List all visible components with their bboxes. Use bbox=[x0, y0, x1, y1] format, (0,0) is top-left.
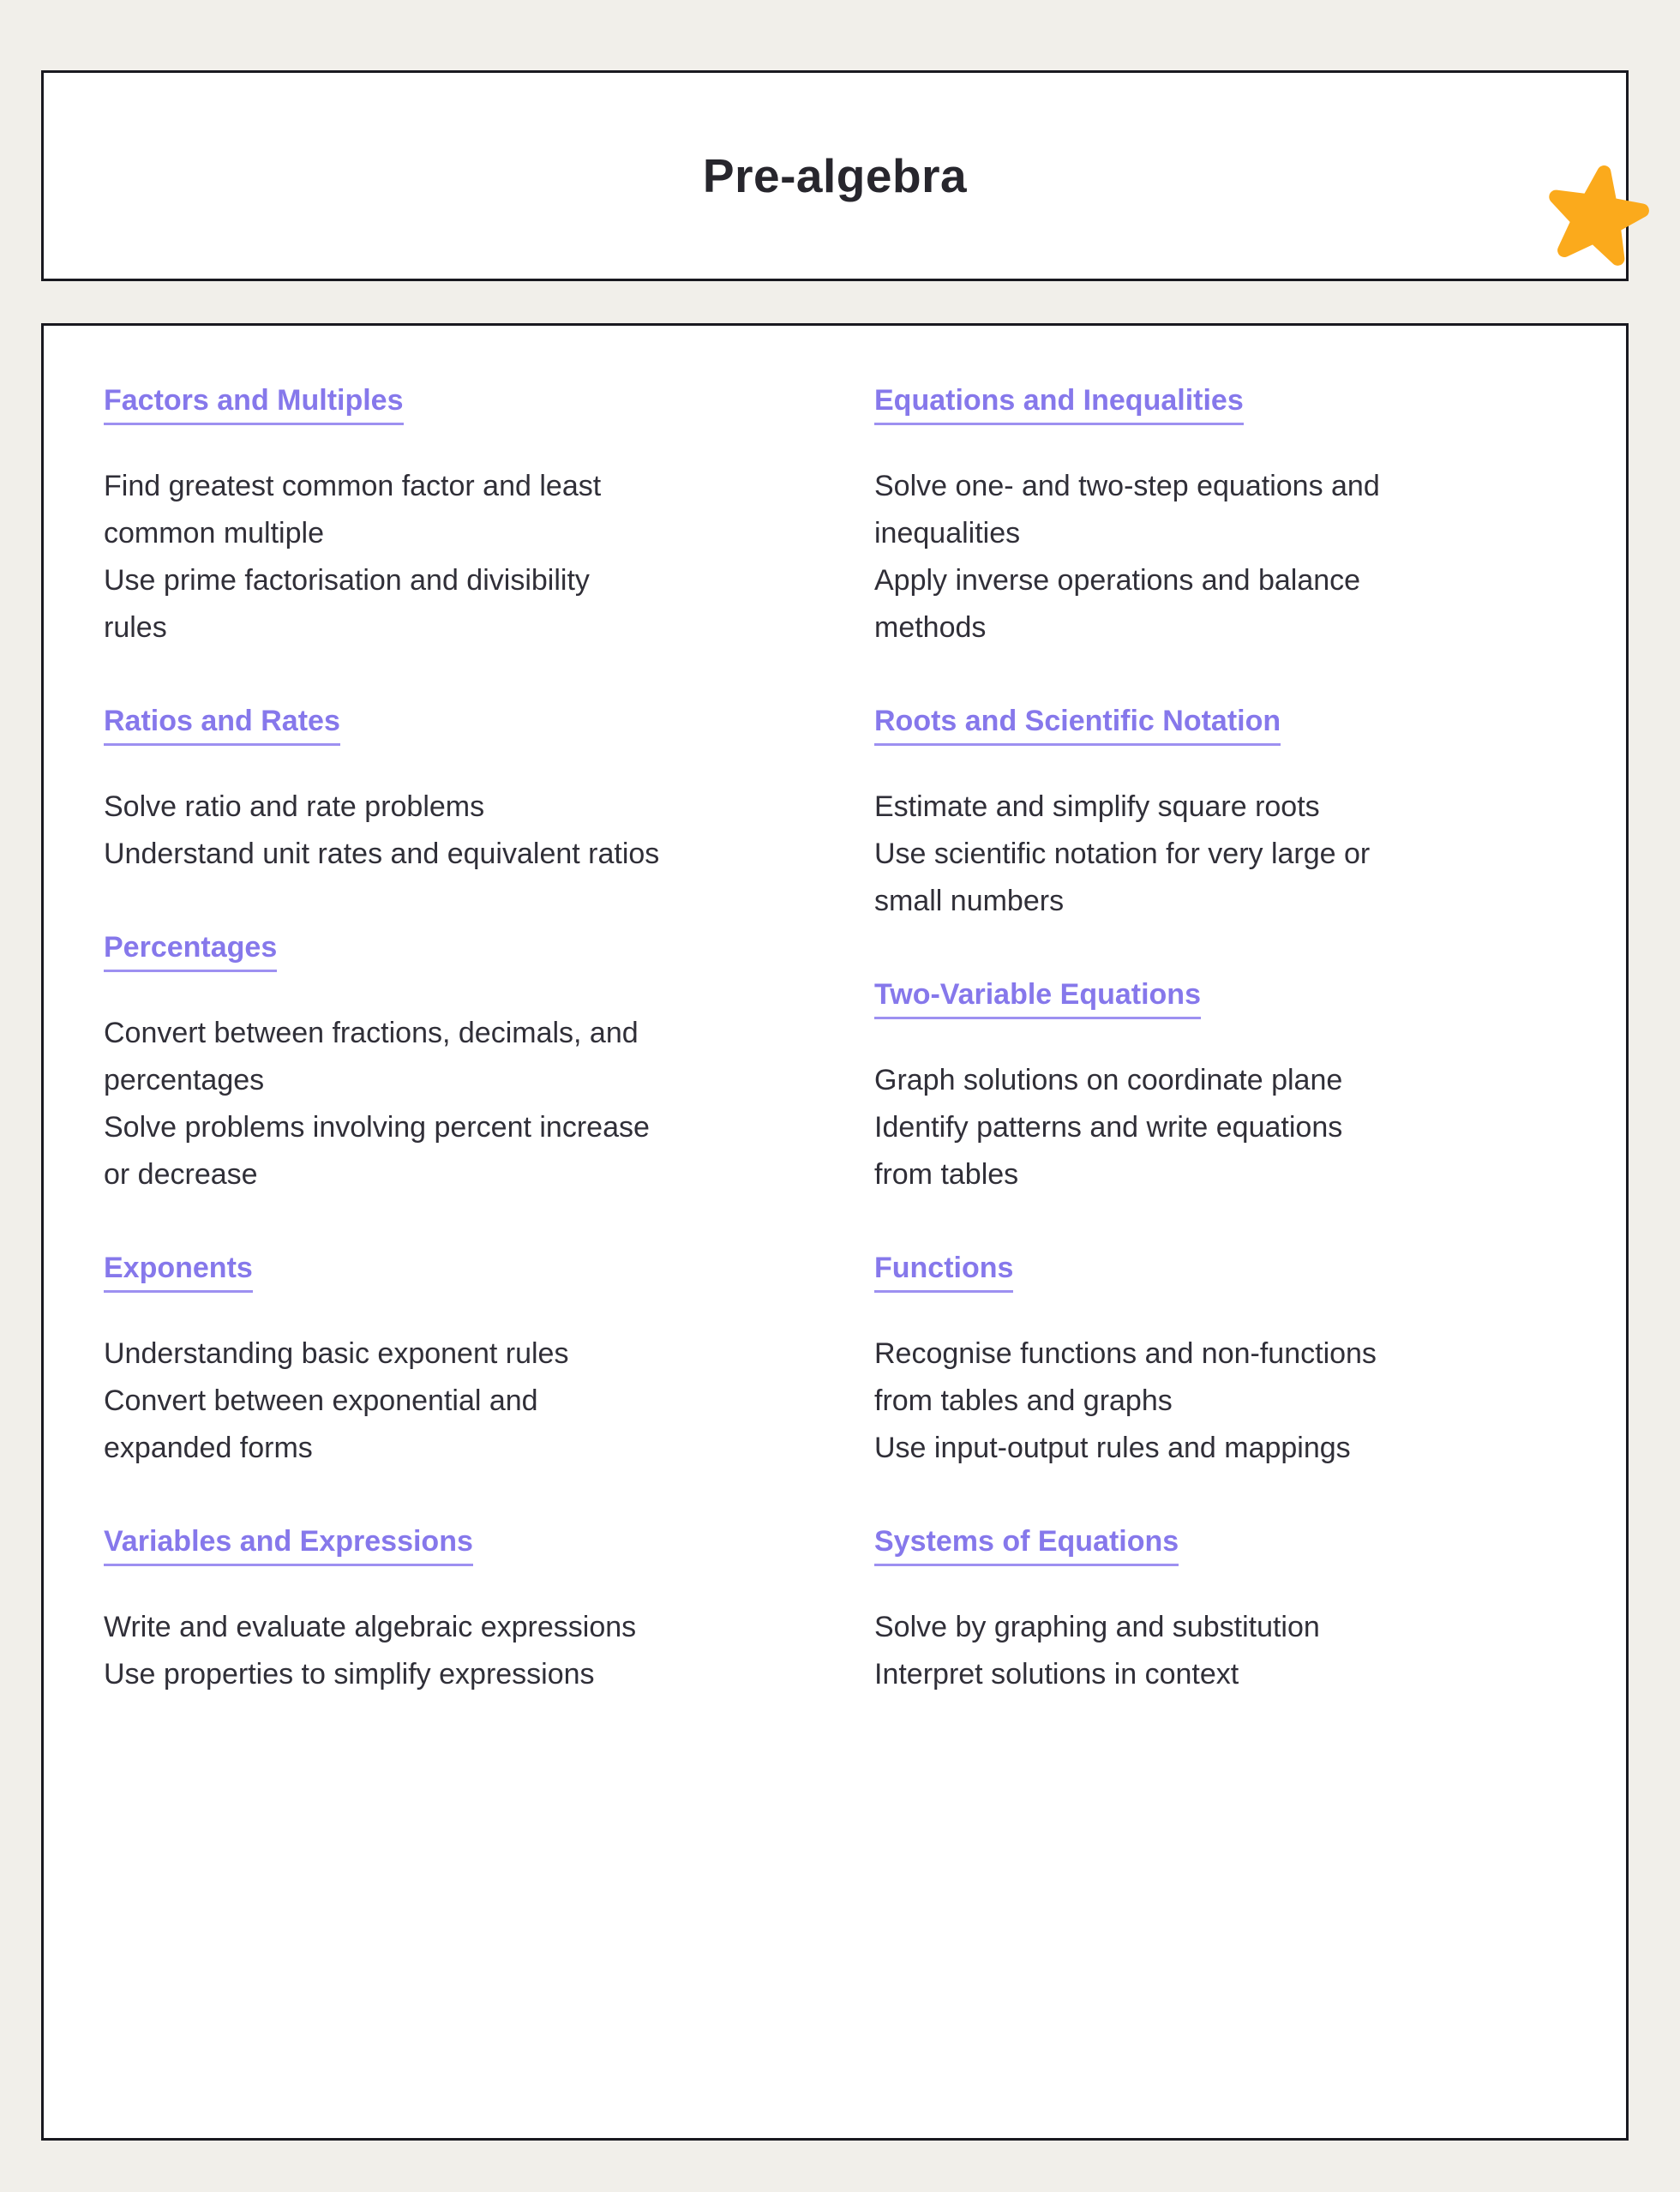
topic-section: Two-Variable Equations Graph solutions on… bbox=[874, 978, 1566, 1198]
topic-detail-line: Find greatest common factor and least bbox=[104, 470, 602, 502]
topic-section: Variables and Expressions Write and evalu… bbox=[104, 1525, 795, 1698]
topic-detail-line: or decrease bbox=[104, 1158, 258, 1191]
topic-section: Ratios and Rates Solve ratio and rate pro… bbox=[104, 705, 795, 878]
topic-detail-line: inequalities bbox=[874, 517, 1021, 550]
topic-detail-line: Estimate and simplify square roots bbox=[874, 790, 1320, 823]
page-title: Pre-algebra bbox=[702, 149, 968, 202]
topic-section: Equations and Inequalities Solve one- and… bbox=[874, 384, 1566, 652]
topics-column-right: Equations and Inequalities Solve one- and… bbox=[874, 384, 1566, 1751]
topic-heading-link[interactable]: Exponents bbox=[104, 1252, 253, 1293]
topic-detail-line: methods bbox=[874, 611, 987, 644]
topic-detail-line: from tables bbox=[874, 1158, 1019, 1191]
topic-detail-line: Use properties to simplify expressions bbox=[104, 1658, 595, 1691]
topic-heading-link[interactable]: Variables and Expressions bbox=[104, 1525, 473, 1566]
topic-detail-line: common multiple bbox=[104, 517, 324, 550]
topic-detail-line: Graph solutions on coordinate plane bbox=[874, 1064, 1343, 1096]
topic-detail-line: Use scientific notation for very large o… bbox=[874, 838, 1371, 870]
topic-detail-line: small numbers bbox=[874, 885, 1065, 917]
topic-detail-line: from tables and graphs bbox=[874, 1384, 1173, 1417]
topic-section: Factors and Multiples Find greatest commo… bbox=[104, 384, 795, 652]
topic-detail-line: Recognise functions and non-functions bbox=[874, 1337, 1377, 1370]
star-icon bbox=[1539, 159, 1654, 277]
topic-detail-line: Apply inverse operations and balance bbox=[874, 564, 1361, 597]
topic-section: Functions Recognise functions and non-fun… bbox=[874, 1252, 1566, 1472]
topic-heading-link[interactable]: Equations and Inequalities bbox=[874, 384, 1244, 425]
topics-column-left: Factors and Multiples Find greatest commo… bbox=[104, 384, 795, 1751]
content-card: Factors and Multiples Find greatest commo… bbox=[41, 323, 1629, 2141]
topic-section: Systems of Equations Solve by graphing an… bbox=[874, 1525, 1566, 1698]
topic-section: Exponents Understanding basic exponent ru… bbox=[104, 1252, 795, 1472]
topic-heading-link[interactable]: Factors and Multiples bbox=[104, 384, 404, 425]
topic-detail-line: Convert between fractions, decimals, and bbox=[104, 1017, 639, 1049]
topic-heading-link[interactable]: Systems of Equations bbox=[874, 1525, 1179, 1566]
topic-detail-line: Convert between exponential and bbox=[104, 1384, 538, 1417]
topic-detail-line: Interpret solutions in context bbox=[874, 1658, 1239, 1691]
topic-detail-line: Understand unit rates and equivalent rat… bbox=[104, 838, 660, 870]
topic-detail-line: rules bbox=[104, 611, 167, 644]
topic-heading-link[interactable]: Roots and Scientific Notation bbox=[874, 705, 1281, 746]
topic-detail-line: Solve problems involving percent increas… bbox=[104, 1111, 650, 1144]
topic-detail-line: Solve one- and two-step equations and bbox=[874, 470, 1380, 502]
topic-detail-line: Solve ratio and rate problems bbox=[104, 790, 485, 823]
topic-detail-line: percentages bbox=[104, 1064, 265, 1096]
topic-detail-line: Use prime factorisation and divisibility bbox=[104, 564, 590, 597]
topic-section: Percentages Convert between fractions, de… bbox=[104, 931, 795, 1198]
topic-detail-line: Solve by graphing and substitution bbox=[874, 1611, 1320, 1643]
topic-heading-link[interactable]: Two-Variable Equations bbox=[874, 978, 1201, 1019]
topic-detail-line: Write and evaluate algebraic expressions bbox=[104, 1611, 637, 1643]
topic-heading-link[interactable]: Percentages bbox=[104, 931, 278, 972]
topic-heading-link[interactable]: Ratios and Rates bbox=[104, 705, 340, 746]
header-card: Pre-algebra bbox=[41, 70, 1649, 281]
topic-detail-line: Identify patterns and write equations bbox=[874, 1111, 1343, 1144]
topic-detail-line: expanded forms bbox=[104, 1432, 313, 1464]
topic-detail-line: Use input-output rules and mappings bbox=[874, 1432, 1351, 1464]
topic-section: Roots and Scientific Notation Estimate an… bbox=[874, 705, 1566, 925]
topic-detail-line: Understanding basic exponent rules bbox=[104, 1337, 569, 1370]
topic-heading-link[interactable]: Functions bbox=[874, 1252, 1014, 1293]
